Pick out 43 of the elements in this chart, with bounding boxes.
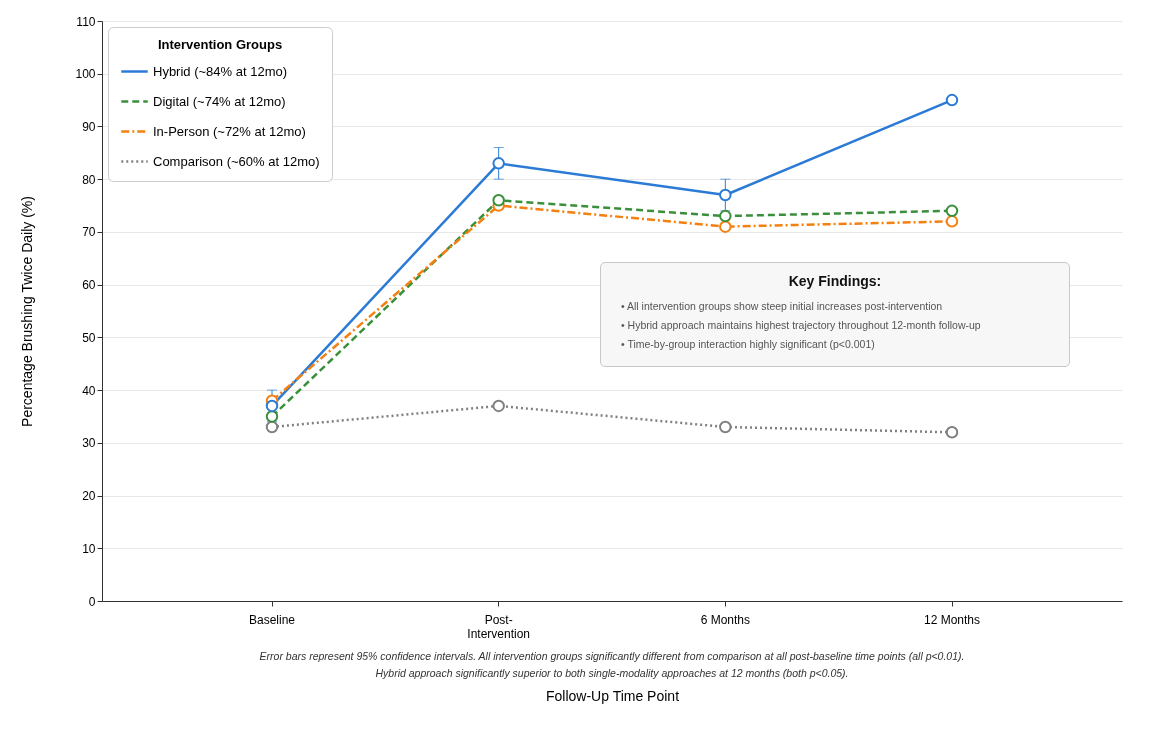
point [492,157,505,170]
y-axis-title: Percentage Brushing Twice Daily (%) [19,196,36,427]
text: Hybrid approach significantly superior to both single-modality approaches at 12 months (both p<0.05). [375,667,849,679]
y-tick-label: 10 [82,541,96,556]
x-tick-label: 12 Months [923,612,981,627]
point [945,93,959,107]
legend-label: Comparison (~60% at 12mo) [153,153,320,169]
point [265,399,279,413]
y-tick-label: 20 [82,489,96,504]
y-tick-label: 50 [82,330,96,345]
y-tick-label: 30 [82,436,96,451]
y-tick-label: 110 [76,14,96,29]
x-axis-title: Follow-Up Time Point [545,687,680,704]
legend-title: Intervention Groups [157,37,283,52]
legend-label: In-Person (~72% at 12mo) [153,123,306,139]
point [945,215,959,228]
point [719,420,732,434]
point [492,399,505,413]
point [265,410,279,423]
x-tick-label: Baseline [248,612,296,627]
y-tick-label: 70 [82,225,96,240]
point [945,204,959,218]
y-tick-label: 100 [75,67,96,82]
y-tick-label: 90 [82,119,96,134]
x-tick-label: 6 Months [700,612,751,627]
y-tick-label: 60 [82,278,96,293]
text: Error bars represent 95% confidence intervals. All intervention groups significantly different from comparison at all post-baseline time points (all p<0.01). [259,650,965,662]
legend-label: Hybrid (~84% at 12mo) [153,63,288,79]
y-tick-label: 40 [82,383,96,398]
point [719,220,732,233]
point [719,209,732,223]
x-tick-label: Post- Intervention [467,612,531,641]
annotation: • All intervention groups show steep initial increases post-intervention [621,299,944,314]
annotation: Key Findings: [787,273,883,289]
point [265,420,279,434]
point [719,188,732,202]
y-tick-label: 0 [88,594,96,609]
point [492,194,505,207]
legend-label: Digital (~74% at 12mo) [153,93,286,109]
annotation: • Time-by-group interaction highly significant (p<0.001) [621,337,876,352]
point [945,426,959,439]
y-tick-label: 80 [82,172,96,187]
annotation: • Hybrid approach maintains highest trajectory throughout 12-month follow-up [621,318,982,333]
